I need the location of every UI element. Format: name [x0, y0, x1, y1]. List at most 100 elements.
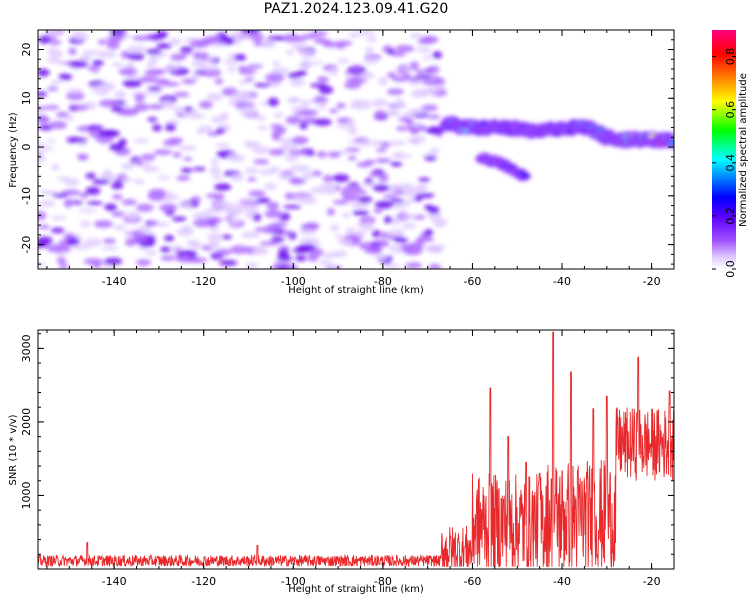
heatmap-cell — [38, 115, 51, 124]
heatmap-cell — [93, 220, 113, 228]
heatmap-cell — [38, 262, 46, 268]
heatmap-cell — [424, 244, 441, 253]
heatmap-cell — [341, 212, 351, 218]
heatmap-cell — [133, 103, 149, 112]
heatmap-cell — [409, 32, 423, 39]
heatmap-cell — [253, 159, 270, 165]
heatmap-cell — [318, 85, 334, 95]
heatmap-cell — [395, 98, 405, 107]
heatmap-cell — [133, 178, 146, 185]
heatmap-cell — [303, 222, 320, 230]
heatmap-cell — [391, 76, 409, 82]
heatmap-cell — [260, 39, 277, 48]
heatmap-cell — [309, 83, 328, 88]
heatmap-cell — [97, 50, 117, 59]
heatmap-cell — [78, 208, 97, 213]
heatmap-cell — [164, 234, 175, 242]
heatmap-cell — [405, 262, 423, 269]
heatmap-cell — [322, 174, 334, 183]
heatmap-cell — [336, 43, 345, 50]
heatmap-cell — [374, 200, 394, 209]
heatmap-cell — [252, 213, 262, 222]
heatmap-cell — [118, 67, 138, 76]
heatmap-cell — [313, 118, 332, 126]
heatmap-cell — [168, 37, 182, 46]
heatmap-cell — [47, 86, 59, 92]
heatmap-cell — [300, 49, 316, 59]
heatmap-cell — [395, 126, 409, 132]
heatmap-cell — [309, 60, 324, 65]
y-tick-label: -10 — [20, 187, 33, 205]
heatmap-cell — [153, 149, 173, 156]
heatmap-cell — [210, 157, 220, 165]
x-tick-label: -80 — [374, 575, 392, 588]
heatmap-cell — [314, 95, 327, 103]
heatmap-cell — [189, 39, 209, 49]
heatmap-cell — [214, 183, 232, 191]
heatmap-cell — [169, 245, 185, 250]
heatmap-cell — [370, 245, 383, 254]
heatmap-cell — [181, 78, 197, 85]
heatmap-cell — [214, 78, 224, 85]
heatmap-cell — [368, 172, 379, 177]
heatmap-cell — [327, 151, 341, 158]
heatmap-cell — [145, 48, 162, 55]
heatmap-cell — [86, 201, 103, 206]
heatmap-cell — [230, 173, 245, 182]
heatmap-cell — [215, 127, 226, 134]
heatmap-cell — [83, 238, 103, 247]
heatmap-cell — [435, 84, 446, 89]
heatmap-cell — [176, 175, 191, 181]
colorbar-tick-label: 0.8 — [724, 48, 737, 66]
heatmap-cell — [135, 259, 152, 266]
heatmap-cell — [404, 246, 423, 256]
heatmap-cell — [131, 35, 152, 41]
snr-panel: -140 -120 -100 -80 -60 -40 -20 1000 2000 3000 Hei… — [8, 329, 675, 595]
heatmap-cell — [172, 151, 182, 158]
heatmap-cell — [155, 221, 170, 227]
heatmap-cell — [178, 249, 198, 256]
heatmap-cell — [121, 199, 137, 206]
heatmap-cell — [279, 143, 299, 153]
heatmap-cell — [375, 147, 387, 153]
heatmap-cell — [342, 185, 363, 194]
heatmap-cell — [92, 178, 110, 185]
heatmap-cell — [44, 105, 60, 110]
heatmap-cell — [212, 202, 227, 207]
heatmap-cell — [85, 186, 101, 196]
heatmap-cell — [415, 237, 426, 244]
heatmap-cell — [347, 32, 360, 38]
heatmap-cell — [139, 241, 155, 248]
heatmap-cell — [375, 157, 392, 164]
heatmap-cell — [263, 182, 278, 190]
heatmap-cell — [179, 46, 193, 53]
page-title: PAZ1.2024.123.09.41.G20 — [263, 1, 449, 17]
heatmap-cell — [111, 62, 124, 68]
heatmap-cell — [247, 177, 257, 182]
heatmap-cell — [387, 49, 396, 55]
heatmap-cell — [383, 216, 393, 224]
heatmap-cell — [283, 33, 300, 43]
heatmap-cell — [163, 196, 175, 202]
heatmap-cell — [144, 250, 158, 256]
heatmap-cell — [148, 188, 167, 198]
heatmap-cell — [210, 42, 227, 47]
heatmap-cell — [101, 246, 119, 251]
heatmap-cell — [254, 82, 272, 88]
heatmap-cell — [238, 197, 259, 203]
heatmap-cell — [99, 82, 112, 90]
heatmap-cell — [332, 250, 348, 258]
heatmap-cell — [220, 234, 233, 240]
heatmap-cell — [245, 262, 258, 269]
heatmap-cell — [283, 204, 302, 209]
heatmap-cell — [245, 204, 259, 213]
heatmap-cell — [164, 123, 177, 132]
heatmap-cell — [38, 211, 47, 221]
y-tick-label: -20 — [20, 236, 33, 254]
heatmap-cell — [50, 216, 67, 221]
heatmap-cell — [147, 117, 158, 122]
y-tick-label: 2000 — [20, 408, 33, 436]
x-tick-label: -100 — [281, 575, 306, 588]
heatmap-cell — [140, 153, 156, 161]
